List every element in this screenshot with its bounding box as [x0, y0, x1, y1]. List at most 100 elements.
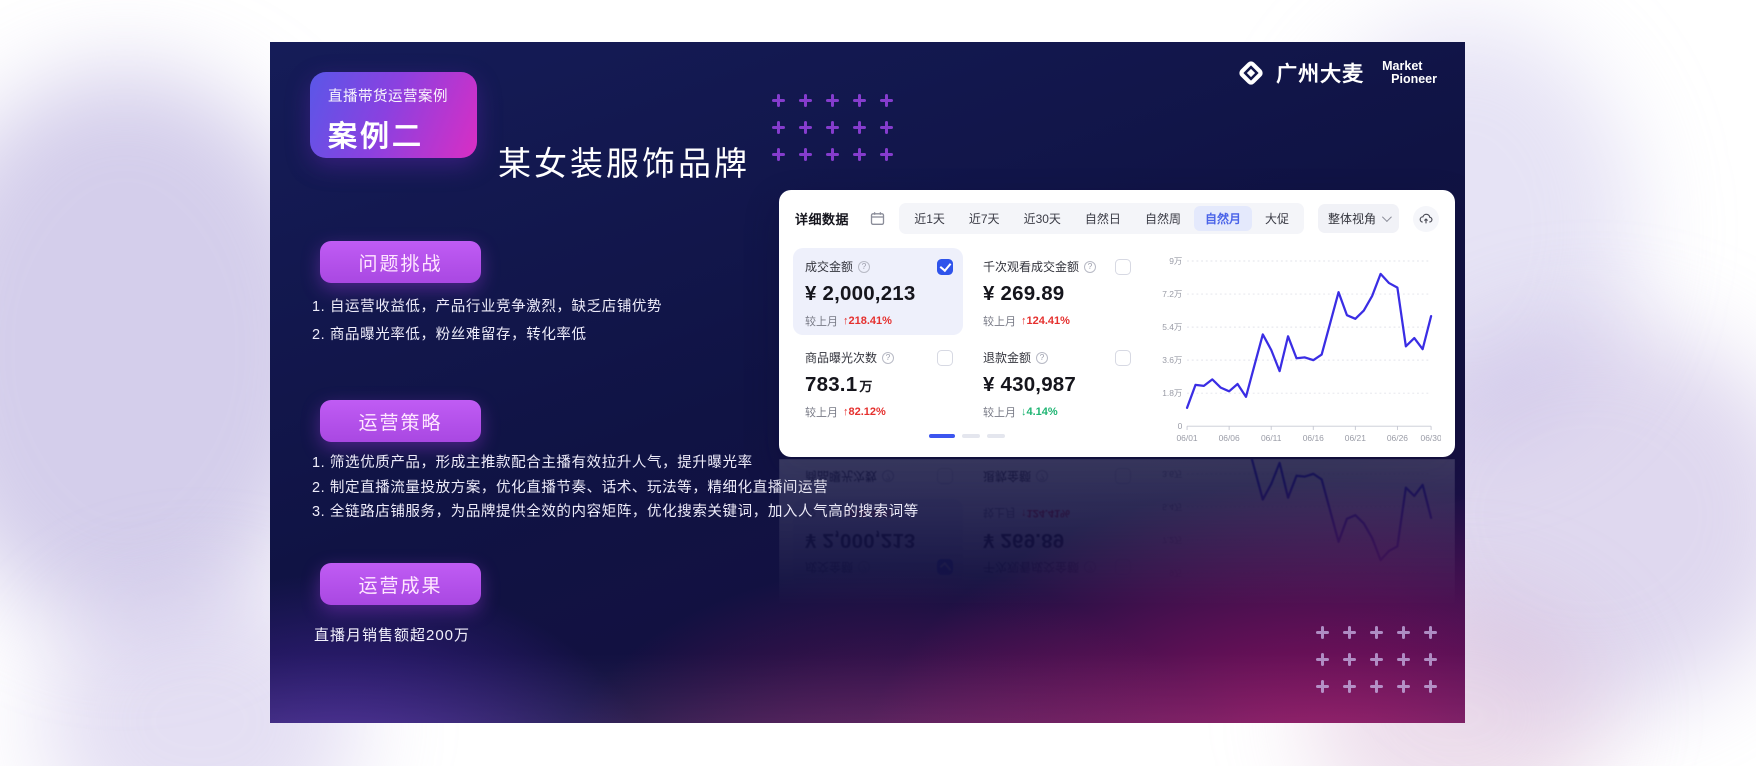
pager-dash[interactable] — [929, 434, 955, 438]
plus-icon — [1424, 626, 1437, 639]
view-selector-label: 整体视角 — [1327, 212, 1376, 226]
help-icon[interactable] — [1036, 351, 1049, 364]
plus-icon — [799, 121, 812, 134]
metric-card-refund[interactable]: 退款金额 ¥ 430,987 较上月 ↓4.14% — [971, 339, 1141, 426]
pager-dash[interactable] — [962, 434, 980, 438]
line-chart: 0 1.8万 3.6万 5.4万 7.2万 9万 06/01 06/06 06/11 06/16 0… — [1162, 256, 1441, 443]
plus-icon — [1316, 626, 1329, 639]
svg-text:06/11: 06/11 — [1261, 433, 1282, 443]
slide: 广州大麦 Market Pioneer 直播带货运营案例 案例二 某女装服饰品牌… — [270, 42, 1465, 723]
view-selector-dropdown[interactable]: 整体视角 — [1317, 204, 1399, 233]
case-badge: 直播带货运营案例 案例二 — [310, 72, 477, 158]
plus-icon — [1397, 680, 1410, 693]
metric-value: ¥ 430,987 — [983, 373, 1076, 396]
svg-text:06/16: 06/16 — [1303, 433, 1324, 443]
case-point: 2. 商品曝光率低，粉丝难留存，转化率低 — [312, 327, 587, 343]
plus-icon — [1370, 653, 1383, 666]
metric-label: 千次观看成交金额 — [983, 260, 1080, 274]
plus-icon — [1316, 653, 1329, 666]
metric-card-exposure[interactable]: 商品曝光次数 783.1万 较上月 ↑82.12% — [793, 339, 963, 426]
metric-label: 退款金额 — [983, 351, 1032, 365]
metric-card-gmv-per-1k-views[interactable]: 千次观看成交金额 ¥ 269.89 较上月 ↑124.41% — [971, 248, 1141, 335]
section-button-results: 运营成果 — [320, 563, 481, 605]
svg-text:7.2万: 7.2万 — [1162, 289, 1182, 299]
tab-自然日[interactable]: 自然日 — [1084, 212, 1121, 226]
help-icon[interactable] — [882, 351, 895, 364]
metric-card-gmv[interactable]: 成交金额 ¥ 2,000,213 较上月 ↑218.41% — [793, 248, 963, 335]
metric-value: ¥ 269.89 — [983, 282, 1065, 305]
svg-text:5.4万: 5.4万 — [1162, 502, 1182, 512]
plus-icon — [1316, 680, 1329, 693]
svg-text:06/01: 06/01 — [1176, 433, 1197, 443]
plus-icon — [772, 148, 785, 161]
metric-value: 783.1 万 — [805, 373, 873, 396]
metric-checkbox[interactable] — [1115, 258, 1131, 275]
tab-近30天[interactable]: 近30天 — [1023, 212, 1061, 226]
plus-icon — [799, 94, 812, 107]
card-title: 详细数据 — [795, 212, 850, 227]
plus-icon — [1424, 680, 1437, 693]
svg-text:9万: 9万 — [1169, 568, 1182, 578]
plus-icon — [1397, 626, 1410, 639]
plus-icon — [826, 94, 839, 107]
page-title: 某女装服饰品牌 — [498, 145, 750, 182]
plus-icon — [1397, 653, 1410, 666]
case-point: 3. 全链路店铺服务，为品牌提供全效的内容矩阵，优化搜索关键词，加入人气高的搜索… — [312, 504, 919, 520]
plus-icon — [1370, 626, 1383, 639]
metric-change: 较上月 ↓4.14% — [983, 406, 1058, 419]
pager-dash[interactable] — [987, 434, 1005, 438]
svg-text:1.8万: 1.8万 — [1162, 388, 1182, 398]
svg-text:3.6万: 3.6万 — [1162, 355, 1182, 365]
tab-近7天[interactable]: 近7天 — [968, 212, 1000, 226]
plus-icon — [772, 94, 785, 107]
plus-icon — [853, 94, 866, 107]
plus-icon — [1343, 626, 1356, 639]
metric-checkbox[interactable] — [937, 349, 953, 366]
case-point: 2. 制定直播流量投放方案，优化直播节奏、话术、玩法等，精细化直播间运营 — [312, 479, 829, 496]
trend-arrow-icon: ↑ — [843, 406, 849, 418]
analytics-card-body: 成交金额 ¥ 2,000,213 较上月 ↑218.41% 千次观看成交金额 — [779, 240, 1455, 462]
svg-text:06/21: 06/21 — [1345, 433, 1366, 443]
section-button-challenges: 问题挑战 — [320, 241, 481, 283]
case-point: 1. 自运营收益低，产品行业竞争激烈，缺乏店铺优势 — [312, 299, 663, 315]
plus-icon — [1424, 653, 1437, 666]
help-icon[interactable] — [858, 260, 871, 273]
brand-name: 广州大麦 — [1276, 63, 1365, 86]
plus-icon — [1343, 653, 1356, 666]
plus-icon — [853, 121, 866, 134]
help-icon[interactable] — [1084, 260, 1097, 273]
case-badge-title: 案例二 — [328, 121, 425, 153]
plus-icon — [880, 94, 893, 107]
cloud-sync-icon — [1419, 213, 1433, 223]
plus-icon — [772, 121, 785, 134]
svg-text:7.2万: 7.2万 — [1162, 535, 1182, 545]
metric-label: 成交金额 — [805, 260, 854, 274]
metrics-pager — [793, 434, 1141, 438]
metric-checkbox[interactable] — [937, 258, 953, 275]
tab-近1天[interactable]: 近1天 — [914, 212, 945, 226]
svg-text:06/30: 06/30 — [1421, 433, 1441, 443]
tab-自然周[interactable]: 自然周 — [1144, 212, 1181, 226]
calendar-icon[interactable] — [870, 211, 885, 226]
trend-chart: 0 1.8万 3.6万 5.4万 7.2万 9万 06/01 06/06 06/11 06/16 0… — [1143, 244, 1443, 462]
trend-arrow-icon: ↑ — [1021, 315, 1027, 327]
plus-icon — [826, 121, 839, 134]
svg-text:06/26: 06/26 — [1387, 433, 1408, 443]
metric-label: 商品曝光次数 — [805, 351, 878, 365]
plus-icon — [853, 148, 866, 161]
cloud-sync-button[interactable] — [1413, 205, 1439, 232]
metric-checkbox[interactable] — [1115, 349, 1131, 366]
svg-text:0: 0 — [1178, 421, 1183, 431]
metric-change: 较上月 ↑124.41% — [983, 315, 1070, 328]
challenges-list: 1. 自运营收益低，产品行业竞争激烈，缺乏店铺优势 2. 商品曝光率低，粉丝难留… — [312, 293, 662, 349]
plus-icon — [880, 148, 893, 161]
brand-logo: 广州大麦 Market Pioneer — [1236, 58, 1437, 88]
time-range-tabs: 近1天 近7天 近30天 自然日 自然周 自然月 大促 — [899, 203, 1304, 234]
plus-icon — [826, 148, 839, 161]
result-text: 直播月销售额超200万 — [314, 627, 471, 644]
tab-自然月[interactable]: 自然月 — [1193, 206, 1252, 231]
svg-text:06/06: 06/06 — [1219, 433, 1240, 443]
tab-大促[interactable]: 大促 — [1264, 212, 1289, 226]
svg-text:5.4万: 5.4万 — [1162, 322, 1182, 332]
